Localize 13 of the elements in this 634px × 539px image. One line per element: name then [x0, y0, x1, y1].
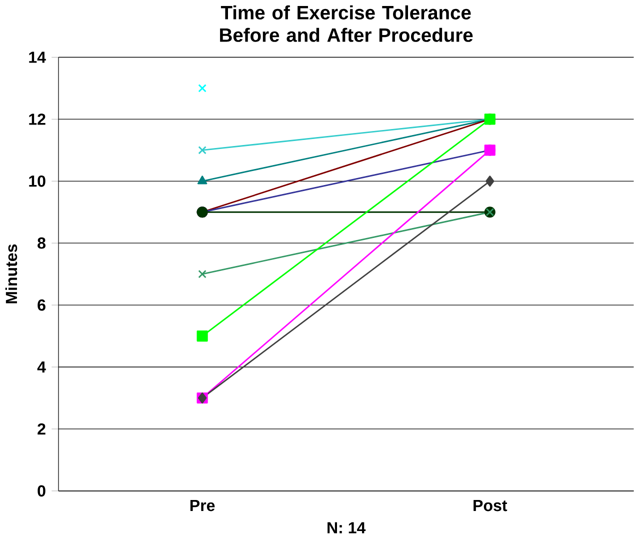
y-tick-label: 8 [38, 238, 46, 249]
y-tick-label: 4 [37, 362, 46, 373]
y-tick-label: 2 [38, 424, 46, 435]
y-tick-label: 0 [38, 485, 46, 497]
y-tick-label: 12 [29, 114, 46, 125]
y-tick-label: 10 [29, 176, 46, 188]
x-tick-label: Post [474, 500, 508, 512]
x-axis-title: N: 14 [328, 522, 366, 534]
y-tick-label: 6 [38, 300, 46, 311]
x-tick-label: Pre [190, 500, 215, 512]
y-tick-label: 14 [29, 52, 46, 63]
chart-title: Time of Exercise Tolerance Before and After Procedure [220, 6, 473, 42]
y-axis-title: Minutes [5, 244, 18, 304]
